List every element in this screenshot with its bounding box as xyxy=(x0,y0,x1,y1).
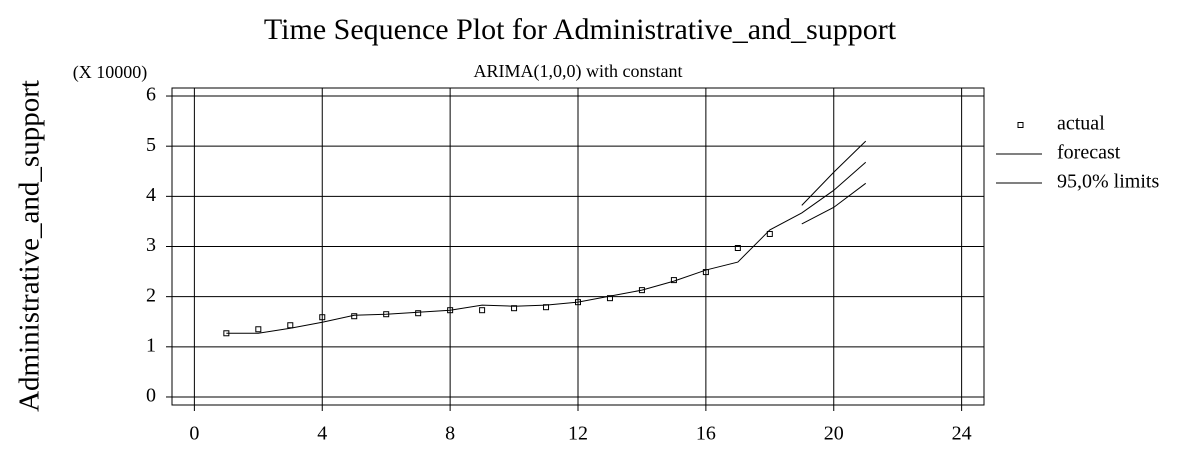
actual-point xyxy=(415,310,422,317)
actual-point xyxy=(287,322,294,329)
y-tick-label: 4 xyxy=(146,184,156,206)
x-tick-label: 4 xyxy=(317,423,327,445)
chart-subtitle: ARIMA(1,0,0) with constant xyxy=(474,61,683,82)
y-tick-label: 5 xyxy=(146,134,156,156)
actual-point xyxy=(255,326,262,333)
x-tick-label: 20 xyxy=(824,423,844,445)
x-tick-label: 16 xyxy=(696,423,716,445)
y-tick-label: 1 xyxy=(146,334,156,356)
actual-point xyxy=(319,314,326,321)
actual-point xyxy=(479,307,486,314)
actual-point xyxy=(734,245,741,252)
y-tick-label: 3 xyxy=(146,234,156,256)
limit-line xyxy=(801,140,867,206)
y-axis-label: Administrative_and_support xyxy=(14,80,46,412)
y-tick-label: 0 xyxy=(146,385,156,407)
x-tick-label: 0 xyxy=(189,423,199,445)
legend-label: actual xyxy=(1057,113,1105,135)
legend-label: forecast xyxy=(1057,142,1121,164)
chart-title: Time Sequence Plot for Administrative_an… xyxy=(264,13,897,46)
legend-marker xyxy=(1017,122,1024,128)
x-tick-label: 12 xyxy=(568,423,588,445)
y-tick-label: 2 xyxy=(146,284,156,306)
x-tick-label: 8 xyxy=(445,423,455,445)
actual-point xyxy=(351,313,358,320)
legend-label: 95,0% limits xyxy=(1057,171,1159,193)
actual-point xyxy=(766,230,773,237)
x-tick-label: 24 xyxy=(952,423,972,445)
y-tick-label: 6 xyxy=(146,84,156,106)
forecast-line xyxy=(226,161,867,334)
limit-line xyxy=(801,182,867,225)
y-multiplier: (X 10000) xyxy=(73,62,148,83)
